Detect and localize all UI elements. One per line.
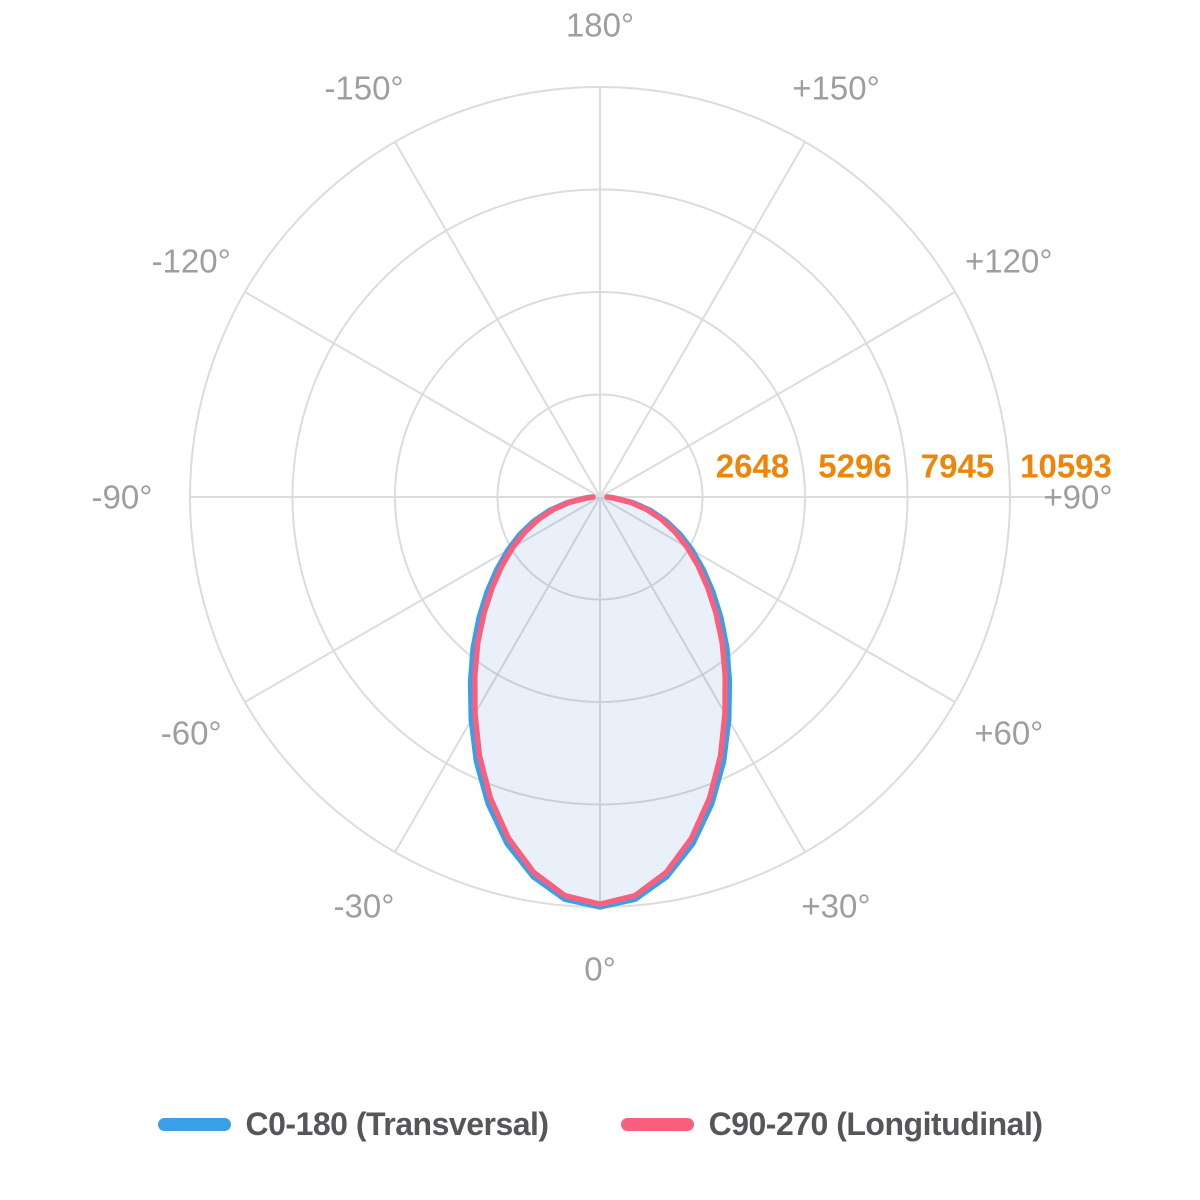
angle-tick-label: -90° — [92, 479, 153, 516]
polar-plot: 2648 5296 7945 10593 180° -150° +150° -120° +120… — [92, 7, 1113, 988]
ring-value-label: 10593 — [1020, 448, 1112, 485]
c0-180-curve — [467, 494, 733, 910]
legend: C0-180 (Transversal) C90-270 (Longitudin… — [0, 1100, 1200, 1148]
angle-tick-label: -120° — [152, 243, 231, 280]
ring-value-label: 2648 — [716, 448, 789, 485]
legend-swatch-c0-180 — [157, 1117, 231, 1131]
grid-spoke — [244, 291, 601, 498]
legend-swatch-c90-270 — [620, 1117, 694, 1131]
angle-tick-label: +150° — [792, 70, 880, 107]
angle-tick-label: +90° — [1043, 479, 1112, 516]
legend-item-c90-270[interactable]: C90-270 (Longitudinal) — [620, 1105, 1043, 1143]
grid-spoke — [599, 496, 806, 853]
beam-fill — [474, 497, 726, 905]
grid-spoke — [244, 496, 601, 703]
angle-tick-label: +30° — [801, 887, 870, 924]
grid-spoke — [394, 496, 601, 853]
grid-spoke — [599, 496, 956, 703]
angle-tick-label: 0° — [584, 951, 616, 988]
angle-tick-label: -30° — [334, 887, 395, 924]
angle-tick-label: +60° — [974, 715, 1043, 752]
legend-label-c0-180: C0-180 (Transversal) — [245, 1105, 550, 1142]
angle-tick-label: -60° — [161, 715, 222, 752]
grid-spoke — [599, 291, 956, 498]
legend-label-c90-270: C90-270 (Longitudinal) — [708, 1105, 1043, 1142]
c90-270-curve — [472, 494, 728, 907]
angle-tick-label: 180° — [566, 7, 634, 44]
ring-value-label: 7945 — [921, 448, 994, 485]
grid-spoke — [394, 141, 601, 498]
grid-spoke — [599, 141, 806, 498]
legend-item-c0-180[interactable]: C0-180 (Transversal) — [157, 1105, 550, 1143]
angle-tick-label: +120° — [965, 243, 1053, 280]
photometric-polar-chart: 2648 5296 7945 10593 180° -150° +150° -120° +120… — [92, 7, 1113, 988]
angle-tick-label: -150° — [324, 70, 403, 107]
ring-value-label: 5296 — [818, 448, 891, 485]
